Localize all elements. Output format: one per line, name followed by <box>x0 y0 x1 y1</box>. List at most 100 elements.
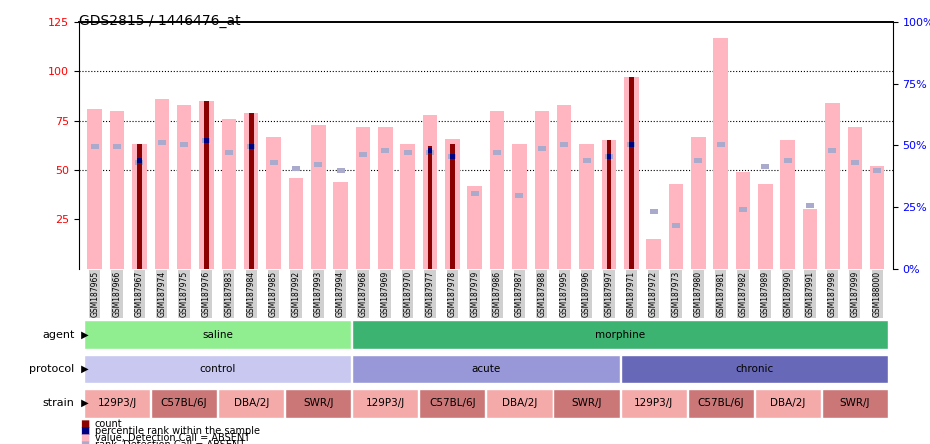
Bar <box>672 223 680 228</box>
Text: GSM187992: GSM187992 <box>291 271 300 317</box>
Bar <box>110 111 125 269</box>
Bar <box>620 389 686 417</box>
Text: C57BL/6J: C57BL/6J <box>698 398 744 408</box>
Bar <box>221 119 236 269</box>
Bar <box>602 140 617 269</box>
Text: GSM187965: GSM187965 <box>90 271 100 317</box>
Bar <box>450 144 455 269</box>
Text: morphine: morphine <box>595 330 645 340</box>
Bar <box>870 166 884 269</box>
Bar <box>151 389 218 417</box>
Text: GSM187995: GSM187995 <box>560 271 568 317</box>
Bar <box>486 389 552 417</box>
Text: SWR/J: SWR/J <box>303 398 334 408</box>
Text: DBA/2J: DBA/2J <box>233 398 269 408</box>
Text: GSM187976: GSM187976 <box>202 271 211 317</box>
Text: ▶: ▶ <box>78 330 88 340</box>
Text: 129P3/J: 129P3/J <box>98 398 137 408</box>
Bar <box>629 77 633 269</box>
Bar <box>557 105 571 269</box>
Bar <box>695 158 702 163</box>
Text: GSM187998: GSM187998 <box>828 271 837 317</box>
Text: GSM187970: GSM187970 <box>404 271 412 317</box>
Bar <box>445 139 459 269</box>
Bar <box>624 77 639 269</box>
Bar <box>219 389 285 417</box>
Bar <box>419 389 485 417</box>
Text: GSM187975: GSM187975 <box>179 271 189 317</box>
Text: value, Detection Call = ABSENT: value, Detection Call = ABSENT <box>95 433 250 443</box>
Bar <box>829 148 836 153</box>
Bar <box>84 321 352 349</box>
Bar <box>311 125 325 269</box>
Bar <box>249 144 254 149</box>
Text: ■: ■ <box>80 426 89 436</box>
Bar <box>471 191 479 196</box>
Bar <box>404 150 412 155</box>
Text: ▶: ▶ <box>78 398 88 408</box>
Text: GSM187997: GSM187997 <box>604 271 614 317</box>
Bar <box>512 144 526 269</box>
Bar <box>381 148 390 153</box>
Text: GSM187974: GSM187974 <box>157 271 166 317</box>
Bar <box>803 210 817 269</box>
Bar <box>137 158 141 163</box>
Bar <box>847 127 862 269</box>
Bar <box>203 138 210 143</box>
Bar <box>113 144 121 149</box>
Text: GSM187986: GSM187986 <box>493 271 501 317</box>
Bar <box>84 389 150 417</box>
Text: GSM187978: GSM187978 <box>448 271 457 317</box>
Bar <box>314 162 323 166</box>
Bar <box>825 103 840 269</box>
Bar <box>136 160 143 165</box>
Text: GSM187968: GSM187968 <box>358 271 367 317</box>
Bar <box>606 140 611 269</box>
Text: GSM187985: GSM187985 <box>269 271 278 317</box>
Bar <box>604 154 613 159</box>
Bar <box>490 111 504 269</box>
Text: ■: ■ <box>80 419 89 428</box>
Bar <box>535 111 549 269</box>
Bar <box>132 144 147 269</box>
Bar <box>355 127 370 269</box>
Text: C57BL/6J: C57BL/6J <box>429 398 476 408</box>
Bar <box>270 160 277 165</box>
Text: 129P3/J: 129P3/J <box>634 398 673 408</box>
Bar <box>822 389 888 417</box>
Bar <box>762 164 769 169</box>
Bar <box>205 101 209 269</box>
Text: ■: ■ <box>80 440 89 444</box>
Text: GSM187993: GSM187993 <box>313 271 323 317</box>
Text: chronic: chronic <box>735 364 774 374</box>
Bar <box>337 167 345 173</box>
Bar <box>538 146 546 151</box>
Text: GSM187988: GSM187988 <box>538 271 546 317</box>
Bar <box>225 150 232 155</box>
Text: GSM187967: GSM187967 <box>135 271 144 317</box>
Bar <box>288 178 303 269</box>
Bar <box>199 101 214 269</box>
Text: ▶: ▶ <box>78 364 88 374</box>
Bar <box>292 166 299 170</box>
Bar <box>352 321 888 349</box>
Bar <box>713 38 728 269</box>
Text: percentile rank within the sample: percentile rank within the sample <box>95 426 259 436</box>
Text: DBA/2J: DBA/2J <box>770 398 805 408</box>
Text: GSM187973: GSM187973 <box>671 271 681 317</box>
Text: GSM187987: GSM187987 <box>515 271 524 317</box>
Bar <box>806 203 814 208</box>
Text: ■: ■ <box>80 433 89 443</box>
Text: GSM187982: GSM187982 <box>738 271 748 317</box>
Text: agent: agent <box>42 330 74 340</box>
Bar <box>428 148 432 153</box>
Bar <box>754 389 821 417</box>
Bar <box>620 355 888 383</box>
Bar <box>379 127 392 269</box>
Bar <box>758 184 773 269</box>
Bar <box>84 355 352 383</box>
Text: control: control <box>199 364 236 374</box>
Bar <box>359 152 367 157</box>
Text: GSM187969: GSM187969 <box>380 271 390 317</box>
Text: GSM187966: GSM187966 <box>113 271 122 317</box>
